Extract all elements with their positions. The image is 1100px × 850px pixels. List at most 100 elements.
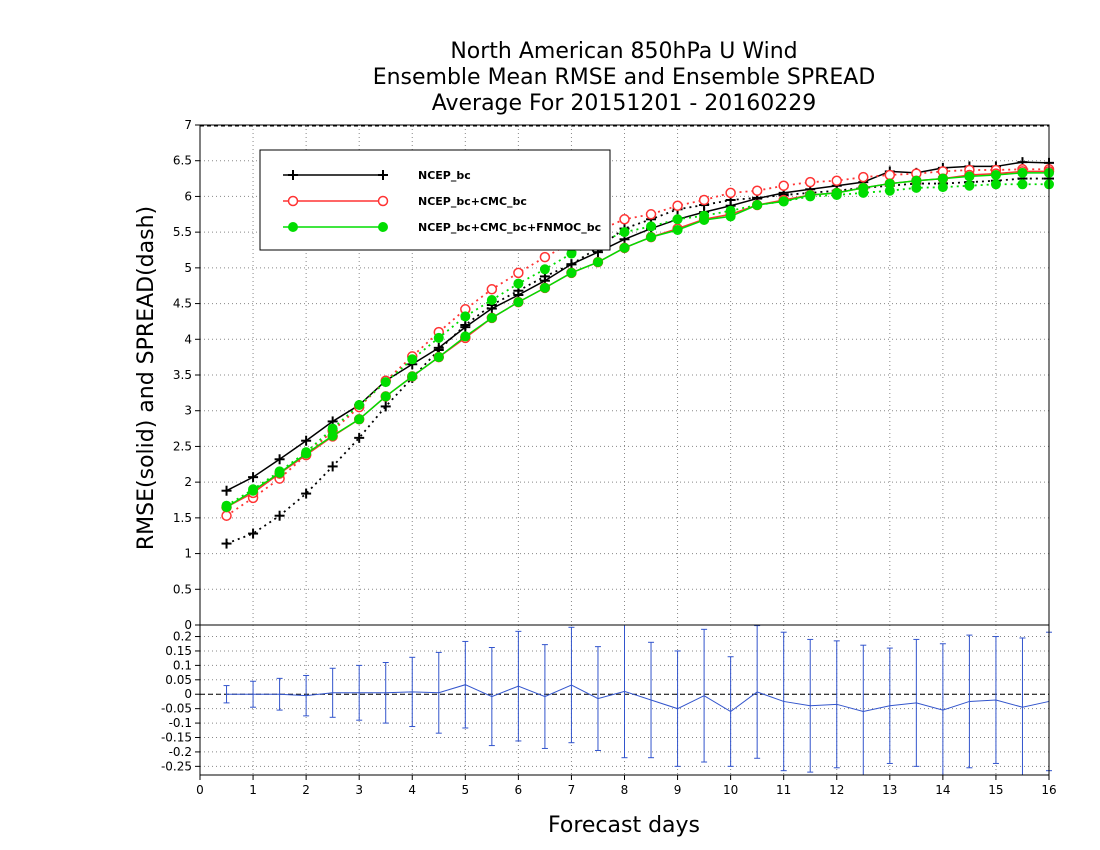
y-tick-label-diff: 0.15 (165, 644, 192, 658)
error-bar (886, 647, 893, 764)
marker-dot (672, 214, 683, 225)
error-bar (992, 636, 999, 764)
error-bar (913, 638, 920, 767)
error-bar (754, 625, 761, 759)
marker-dot (1017, 167, 1028, 178)
marker-plus (460, 322, 471, 333)
marker-dot (911, 182, 922, 193)
marker-circle (645, 209, 657, 220)
marker-dot (486, 295, 497, 305)
error-bar (276, 677, 283, 711)
error-bar (435, 651, 442, 734)
error-bar (488, 647, 495, 747)
marker-plus (221, 485, 232, 496)
error-bar (648, 641, 655, 759)
marker-dot (858, 182, 869, 193)
y-tick-label: 4 (184, 332, 192, 346)
axis-ticks: 00.511.522.533.544.555.566.570 1 2 3 4 5 6 7 8 9 1… (161, 118, 1057, 797)
y-tick-label-diff: 0.05 (165, 673, 192, 687)
y-tick-label: 6.5 (173, 154, 192, 168)
marker-dot (460, 331, 471, 342)
error-bar (701, 628, 708, 763)
error-bar (541, 644, 548, 749)
x-tick-label: 14 (935, 783, 950, 797)
difference-line (226, 684, 1050, 713)
marker-plus (274, 454, 285, 465)
y-tick-label: 3 (184, 404, 192, 418)
spread-line (226, 183, 1049, 507)
marker-plus (248, 528, 259, 539)
y-tick-label-diff: 0.1 (173, 658, 192, 672)
marker-dot (380, 391, 391, 402)
error-bar (382, 662, 389, 724)
marker-circle (698, 194, 710, 206)
marker-plus (354, 432, 365, 443)
error-bar (409, 656, 416, 728)
marker-circle (831, 175, 842, 186)
x-tick-label: 0 (196, 783, 204, 797)
x-axis-label: Forecast days (548, 813, 700, 838)
marker-dot (566, 248, 577, 259)
x-tick-label: 15 (988, 783, 1003, 797)
marker-dot (646, 221, 657, 232)
marker-circle (672, 200, 683, 211)
x-tick-label: 6 (515, 783, 523, 797)
legend-label: NCEP_bc (418, 169, 471, 182)
marker-dot (248, 485, 259, 496)
marker-circle (725, 187, 736, 199)
marker-circle (751, 185, 763, 196)
title-line-3: Average For 20151201 - 20160229 (432, 91, 817, 116)
series-2 (221, 167, 1054, 513)
marker-dot (407, 371, 418, 382)
marker-dot (221, 502, 232, 513)
y-tick-label: 0 (184, 618, 192, 632)
legend: NCEP_bc NCEP_bc+CMC_bc NCEP_bc+CMC_bc+FNMO… (259, 149, 611, 251)
marker-dot (778, 196, 789, 207)
marker-dot (990, 179, 1001, 190)
marker-dot (831, 187, 842, 198)
y-tick-label-diff: 0 (184, 687, 192, 701)
error-bar (568, 626, 575, 744)
y-tick-label: 2.5 (173, 439, 192, 453)
marker-dot (884, 185, 895, 196)
y-tick-label-diff: -0.1 (169, 716, 192, 730)
y-tick-label: 2 (184, 475, 192, 489)
error-bar (515, 630, 522, 742)
marker-dot (1017, 179, 1028, 190)
error-bar (621, 624, 628, 759)
marker-plus (301, 435, 312, 446)
marker-dot (937, 173, 948, 184)
y-tick-label-diff: -0.25 (161, 759, 192, 773)
x-tick-label: 10 (723, 783, 738, 797)
marker-circle (287, 195, 299, 207)
error-bar (674, 650, 681, 767)
marker-plus (274, 510, 285, 521)
x-tick-label: 2 (302, 783, 310, 797)
marker-plus (380, 401, 391, 412)
legend-label: NCEP_bc+CMC_bc+FNMOC_bc (418, 221, 601, 234)
title-line-1: North American 850hPa U Wind (450, 39, 797, 64)
marker-circle (778, 180, 789, 191)
error-bar (329, 667, 336, 718)
error-bar (833, 640, 840, 769)
marker-dot (539, 282, 550, 293)
error-bar (303, 674, 310, 717)
difference-panel-series (223, 624, 1052, 776)
marker-dot (354, 400, 365, 410)
error-bar (594, 646, 601, 751)
x-tick-label: 3 (355, 783, 363, 797)
error-bar (780, 631, 787, 772)
x-tick-label: 12 (829, 783, 844, 797)
marker-dot (460, 311, 471, 322)
marker-plus (327, 461, 338, 472)
marker-circle (858, 171, 869, 183)
marker-circle (539, 251, 551, 263)
legend-box (259, 149, 611, 251)
marker-dot (990, 170, 1001, 180)
error-bar (860, 644, 867, 776)
title-line-2: Ensemble Mean RMSE and Ensemble SPREAD (373, 65, 876, 90)
marker-plus (486, 303, 497, 314)
marker-circle (221, 510, 232, 521)
